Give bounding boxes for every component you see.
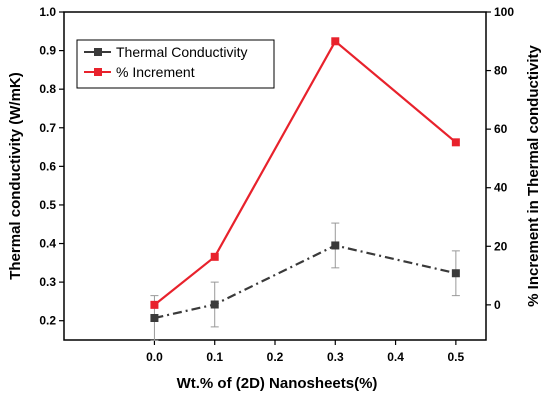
series-line-thermal-conductivity: [154, 244, 457, 320]
y-left-tick-label: 0.7: [39, 121, 56, 135]
data-point-thermal-conductivity: [210, 300, 219, 309]
data-point-thermal-conductivity: [150, 314, 159, 323]
x-axis-title: Wt.% of (2D) Nanosheets(%): [177, 375, 378, 392]
y-left-tick-label: 0.4: [39, 237, 56, 251]
y-right-tick-label: 80: [494, 64, 508, 78]
data-point-thermal-conductivity: [331, 241, 340, 250]
legend-label-increment: % Increment: [116, 64, 195, 80]
x-tick-label: 0.0: [146, 350, 163, 364]
data-point-thermal-conductivity: [451, 269, 460, 278]
y-left-tick-label: 0.2: [39, 314, 56, 328]
y-left-tick-label: 1.0: [39, 5, 56, 19]
legend: Thermal Conductivity % Increment: [76, 39, 275, 89]
y-axis-right-title: % Increment in Thermal conductivity: [525, 44, 542, 306]
x-tick-label: 0.5: [448, 350, 465, 364]
data-point-increment: [150, 300, 159, 309]
y-left-tick-label: 0.6: [39, 159, 56, 173]
data-point-increment: [210, 252, 219, 261]
y-right-tick-label: 0: [494, 298, 501, 312]
y-right-tick-label: 40: [494, 181, 508, 195]
legend-label-thermal-conductivity: Thermal Conductivity: [116, 44, 248, 60]
x-tick-label: 0.1: [206, 350, 223, 364]
y-left-tick-label: 0.5: [39, 198, 56, 212]
x-tick-label: 0.3: [327, 350, 344, 364]
y-left-tick-label: 0.3: [39, 275, 56, 289]
y-right-tick-label: 60: [494, 122, 508, 136]
x-tick-label: 0.4: [387, 350, 404, 364]
data-point-increment: [331, 37, 340, 46]
y-left-tick-label: 0.9: [39, 44, 56, 58]
y-right-tick-label: 20: [494, 239, 508, 253]
x-tick-label: 0.2: [267, 350, 284, 364]
series-line-increment: [153, 39, 457, 306]
y-right-tick-label: 100: [494, 5, 514, 19]
legend-box: [76, 39, 275, 89]
legend-marker-thermal-conductivity: [94, 48, 102, 56]
data-point-increment: [451, 138, 460, 147]
legend-marker-increment: [94, 68, 102, 76]
y-left-tick-label: 0.8: [39, 82, 56, 96]
y-axis-left-title: Thermal conductivity (W/mK): [7, 72, 24, 280]
